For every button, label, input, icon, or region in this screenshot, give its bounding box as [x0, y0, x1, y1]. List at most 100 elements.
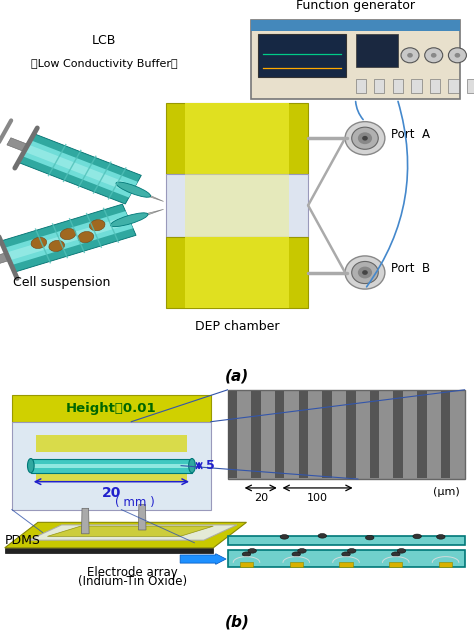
Ellipse shape [78, 231, 94, 243]
Ellipse shape [90, 220, 105, 231]
Bar [448, 79, 459, 93]
Ellipse shape [189, 459, 195, 473]
Text: DEP chamber: DEP chamber [195, 320, 279, 333]
Bar [290, 562, 303, 567]
Circle shape [358, 266, 372, 278]
Circle shape [437, 534, 445, 539]
Circle shape [362, 136, 368, 141]
Bar [356, 79, 366, 93]
Circle shape [352, 127, 378, 149]
Text: LCB: LCB [92, 34, 117, 47]
FancyArrow shape [180, 554, 226, 564]
Bar [430, 79, 440, 93]
Ellipse shape [116, 182, 151, 197]
Bar [258, 34, 346, 77]
Ellipse shape [31, 238, 46, 248]
Bar [12, 422, 211, 510]
Bar [251, 391, 261, 478]
Bar [240, 562, 253, 567]
Circle shape [345, 122, 385, 155]
Bar [392, 79, 403, 93]
Polygon shape [39, 210, 164, 252]
Text: (Indium-Tin Oxide): (Indium-Tin Oxide) [78, 575, 187, 587]
Polygon shape [6, 216, 131, 261]
Circle shape [345, 256, 385, 289]
Bar [251, 20, 460, 31]
Ellipse shape [110, 213, 148, 227]
Text: Cell suspension: Cell suspension [13, 276, 110, 289]
Circle shape [292, 552, 301, 557]
Polygon shape [5, 522, 246, 548]
Circle shape [425, 48, 443, 63]
Bar [389, 562, 402, 567]
Circle shape [318, 534, 327, 538]
Circle shape [413, 534, 421, 539]
Circle shape [407, 53, 413, 58]
Bar [228, 536, 465, 545]
Polygon shape [1, 204, 136, 272]
Polygon shape [22, 140, 137, 197]
Circle shape [362, 270, 368, 275]
FancyBboxPatch shape [251, 20, 460, 99]
Circle shape [397, 548, 406, 553]
Polygon shape [82, 508, 89, 534]
Bar [275, 391, 284, 478]
Bar [228, 390, 465, 479]
Text: (μm): (μm) [433, 487, 460, 497]
Bar [417, 391, 427, 478]
Text: (a): (a) [225, 368, 249, 383]
Circle shape [431, 53, 437, 58]
Bar [322, 391, 332, 478]
Bar [31, 464, 192, 468]
Bar [339, 562, 353, 567]
Circle shape [448, 48, 466, 63]
Text: 20: 20 [102, 486, 121, 500]
Polygon shape [28, 525, 237, 540]
Bar [439, 562, 452, 567]
Circle shape [365, 535, 374, 540]
Text: 20: 20 [254, 493, 268, 503]
Bar [166, 103, 308, 174]
Polygon shape [138, 505, 146, 530]
Bar [411, 79, 422, 93]
Text: （Low Conductivity Buffer）: （Low Conductivity Buffer） [31, 59, 178, 69]
Bar [31, 459, 192, 473]
Bar [299, 391, 308, 478]
Bar [441, 391, 450, 478]
Bar [228, 550, 465, 567]
Bar [12, 395, 211, 422]
Bar [467, 79, 474, 93]
Polygon shape [18, 134, 141, 204]
Circle shape [280, 534, 289, 539]
Bar [36, 434, 187, 452]
Circle shape [242, 552, 251, 557]
Bar [374, 79, 384, 93]
Circle shape [342, 552, 350, 557]
Text: Function generator: Function generator [296, 0, 415, 12]
Text: Port  B: Port B [391, 262, 430, 275]
Bar [185, 237, 289, 308]
Text: Height：0.01: Height：0.01 [66, 402, 157, 415]
Text: ( mm ): ( mm ) [115, 496, 155, 509]
Bar [166, 237, 308, 308]
Bar [356, 34, 398, 67]
Text: PDMS: PDMS [5, 534, 41, 547]
Polygon shape [47, 526, 213, 536]
Text: Electrode array: Electrode array [87, 566, 178, 578]
Circle shape [392, 552, 400, 557]
Polygon shape [5, 548, 213, 553]
Polygon shape [4, 211, 133, 265]
Text: 5: 5 [206, 459, 215, 472]
Bar [185, 103, 289, 174]
Bar [185, 174, 289, 237]
Circle shape [352, 261, 378, 283]
Polygon shape [7, 138, 28, 152]
Ellipse shape [27, 459, 34, 473]
Polygon shape [0, 253, 9, 266]
Text: 100: 100 [307, 493, 328, 503]
Bar [166, 174, 308, 237]
Circle shape [455, 53, 460, 58]
Bar [36, 464, 187, 482]
Circle shape [358, 132, 372, 144]
Bar [228, 391, 237, 478]
